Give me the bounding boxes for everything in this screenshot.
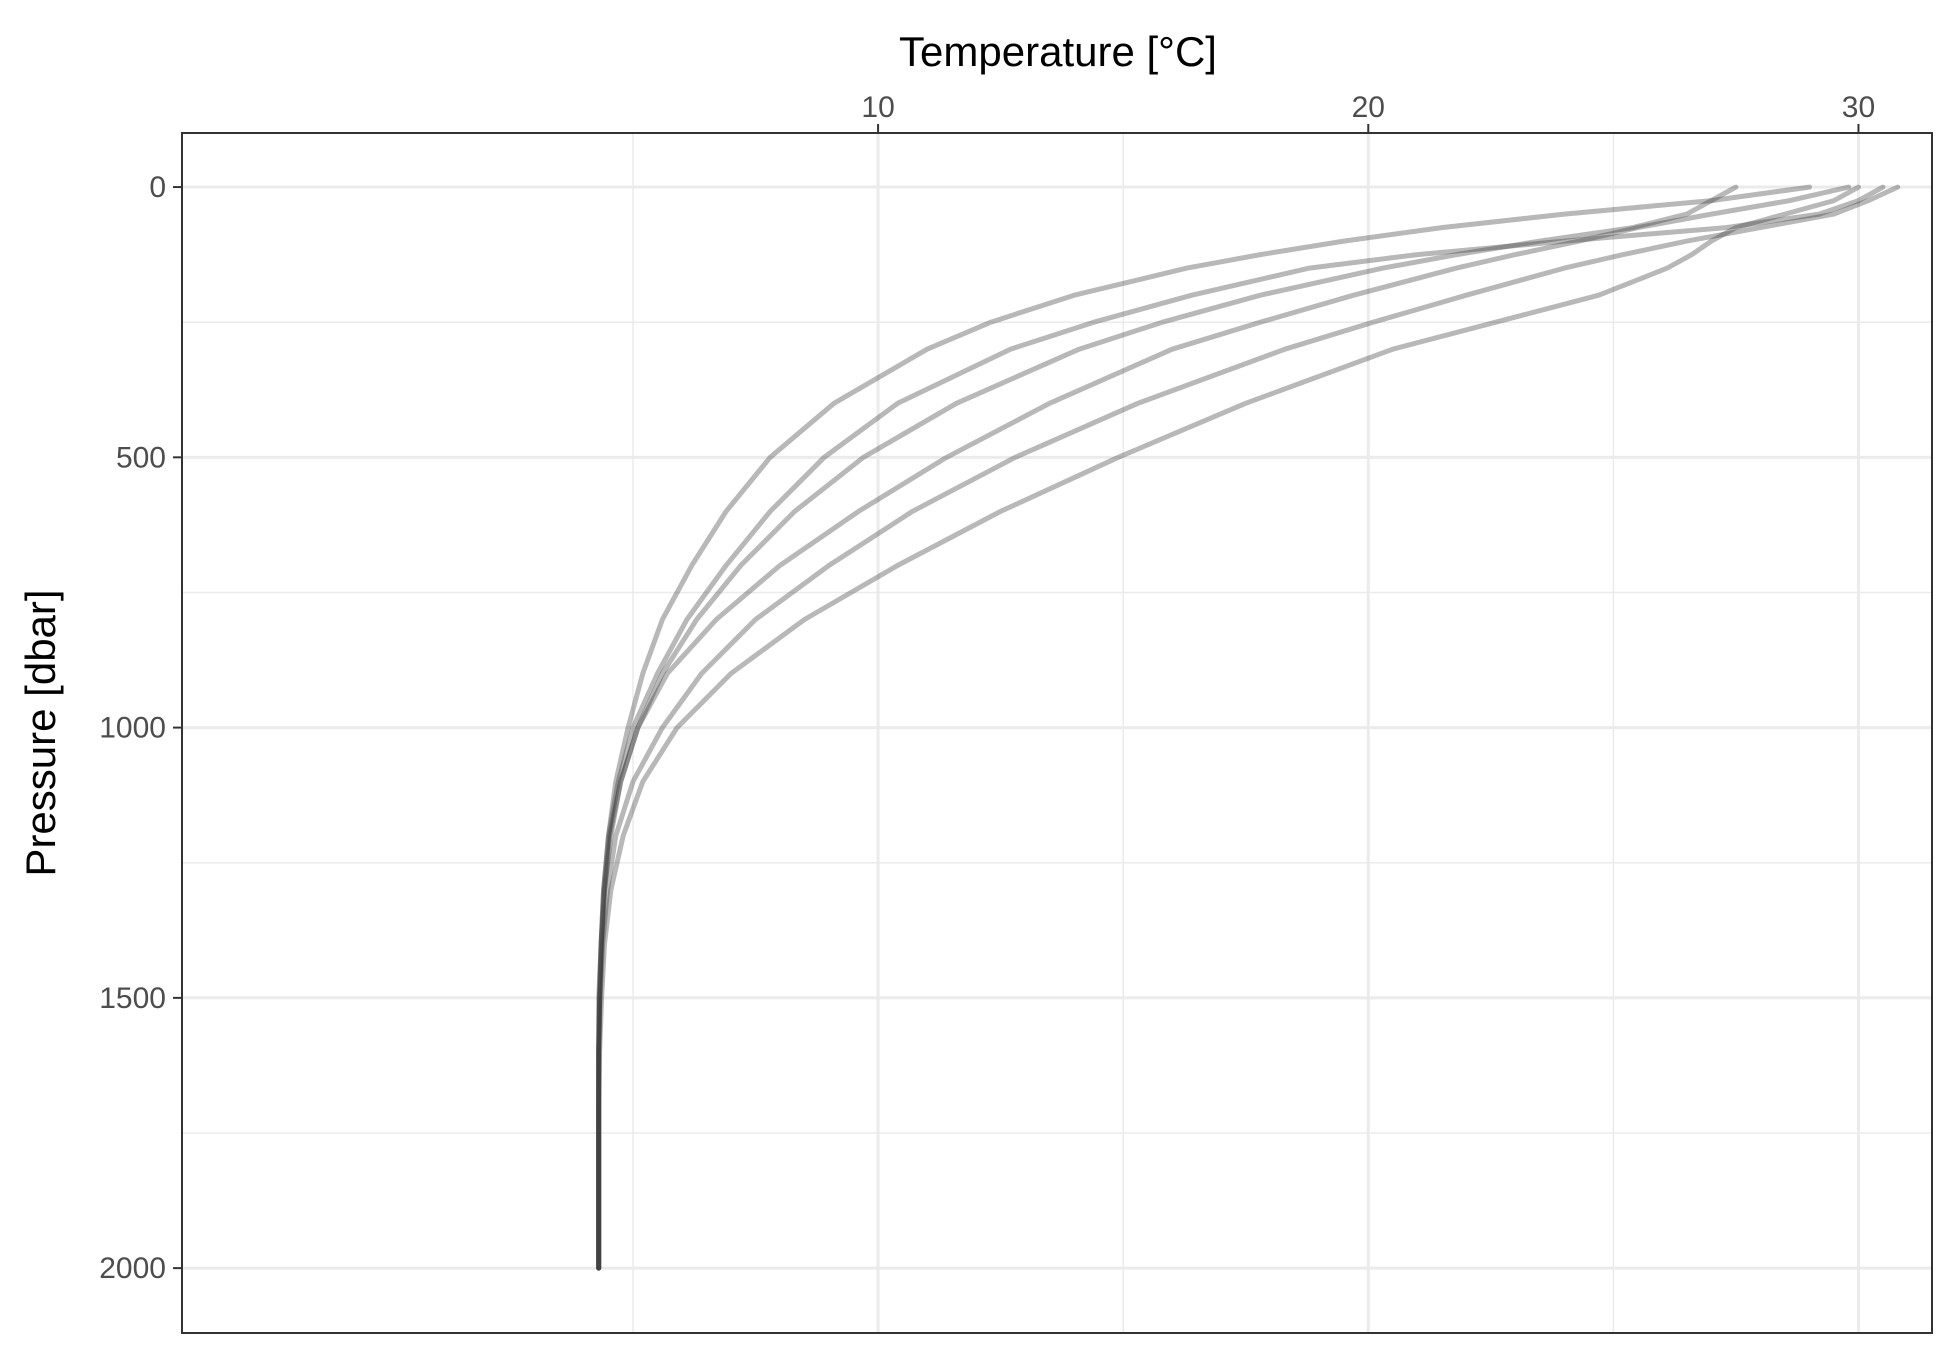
profile-line-3 bbox=[596, 184, 1861, 1271]
profile-line-2 bbox=[596, 184, 1852, 1271]
profile-line-1 bbox=[596, 184, 1886, 1271]
profile-line-6 bbox=[596, 184, 1739, 1271]
y-tick-label: 500 bbox=[116, 441, 166, 474]
x-tick-label: 30 bbox=[1842, 91, 1875, 124]
profile-lines bbox=[596, 184, 1901, 1271]
profile-line-5 bbox=[596, 184, 1901, 1271]
y-tick-label: 2000 bbox=[99, 1252, 166, 1285]
y-tick-label: 1000 bbox=[99, 712, 166, 745]
y-axis-title: Pressure [dbar] bbox=[17, 589, 64, 876]
x-tick-label: 20 bbox=[1352, 91, 1385, 124]
panel-background bbox=[182, 133, 1932, 1333]
y-tick-label: 1500 bbox=[99, 982, 166, 1015]
y-tick-label: 0 bbox=[149, 171, 166, 204]
x-tick-label: 10 bbox=[861, 91, 894, 124]
x-axis-title: Temperature [°C] bbox=[899, 28, 1217, 75]
grid-lines bbox=[182, 133, 1932, 1333]
x-axis-ticks: 10 20 30 bbox=[861, 91, 1875, 133]
profile-line-4 bbox=[596, 184, 1812, 1271]
y-axis-ticks: 0 500 1000 1500 2000 bbox=[99, 171, 182, 1285]
panel-border bbox=[181, 132, 1933, 1334]
